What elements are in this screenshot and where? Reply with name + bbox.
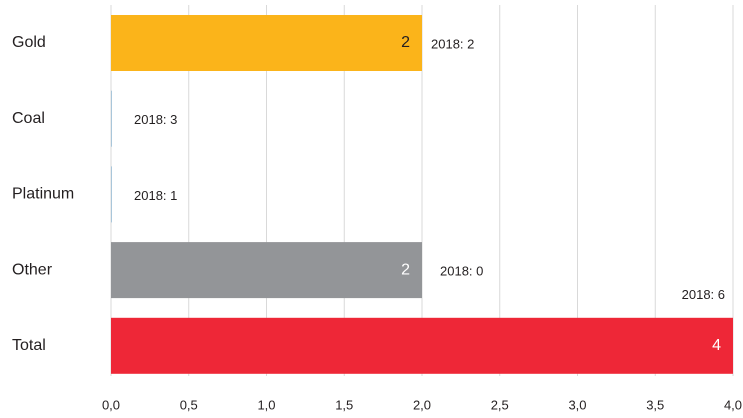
x-tick-label: 3,0 [568,397,586,412]
value-label: 2 [401,34,410,51]
annotation: 2018: 1 [134,188,177,203]
x-tick-label: 1,0 [257,397,275,412]
x-tick-label: 4,0 [724,397,742,412]
category-label: Other [12,261,53,278]
annotation: 2018: 3 [134,112,177,127]
annotation: 2018: 2 [431,36,474,51]
category-label: Gold [12,34,46,51]
x-tick-label: 2,0 [413,397,431,412]
annotation: 2018: 6 [682,287,725,302]
x-tick-label: 2,5 [491,397,509,412]
x-tick-label: 0,0 [102,397,120,412]
value-label: 4 [712,337,721,354]
category-label: Platinum [12,186,74,203]
x-tick-label: 3,5 [646,397,664,412]
category-label: Total [12,337,46,354]
bar [111,166,112,223]
annotation: 2018: 0 [440,264,483,279]
bar [111,317,733,374]
bar [111,15,422,71]
bar [111,242,422,299]
bar [111,90,112,147]
x-tick-label: 0,5 [180,397,198,412]
x-tick-label: 1,5 [335,397,353,412]
value-label: 2 [401,261,410,278]
category-label: Coal [12,110,45,127]
